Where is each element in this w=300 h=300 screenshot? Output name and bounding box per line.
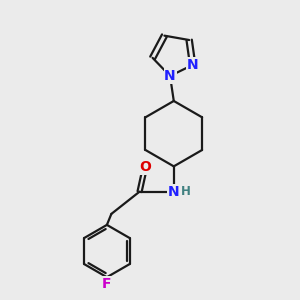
Text: N: N — [168, 184, 180, 199]
Text: O: O — [139, 160, 151, 174]
Text: F: F — [102, 277, 112, 291]
Text: N: N — [187, 58, 199, 72]
Text: H: H — [181, 185, 191, 198]
Text: N: N — [164, 69, 176, 83]
